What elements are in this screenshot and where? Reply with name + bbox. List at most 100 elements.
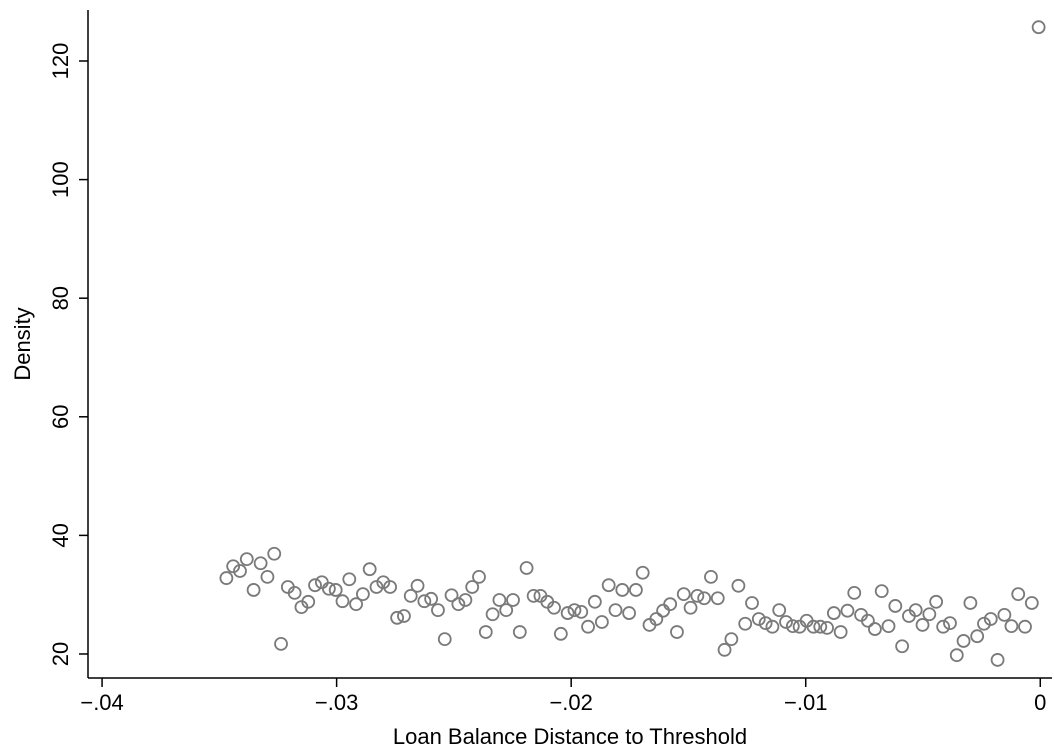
point xyxy=(506,593,520,607)
point xyxy=(376,575,391,590)
point xyxy=(553,626,568,641)
point xyxy=(820,620,834,635)
point xyxy=(615,583,630,597)
point xyxy=(403,588,418,603)
point xyxy=(833,625,848,639)
point xyxy=(676,587,691,601)
point xyxy=(826,606,841,620)
x-tick-label: −.03 xyxy=(315,690,358,715)
point xyxy=(321,581,336,596)
point xyxy=(656,603,671,618)
y-tick-label: 120 xyxy=(48,43,73,80)
point xyxy=(895,639,910,654)
x-tick-label: −.04 xyxy=(80,690,123,715)
point xyxy=(239,552,254,567)
point xyxy=(485,607,500,622)
point xyxy=(915,618,930,632)
point xyxy=(328,583,343,597)
point xyxy=(765,619,780,634)
point xyxy=(274,637,288,651)
point xyxy=(1018,619,1032,634)
point xyxy=(751,612,766,626)
point xyxy=(349,597,363,612)
point xyxy=(581,619,595,634)
point xyxy=(990,653,1005,667)
point xyxy=(629,583,643,597)
point xyxy=(335,594,350,609)
point xyxy=(970,629,985,644)
point xyxy=(472,569,486,584)
point xyxy=(355,587,370,601)
point xyxy=(1031,20,1046,35)
point xyxy=(567,603,582,618)
point xyxy=(977,616,991,631)
point xyxy=(949,648,964,663)
point xyxy=(983,612,998,626)
point xyxy=(731,578,746,593)
point xyxy=(369,580,384,594)
point xyxy=(649,612,664,626)
point xyxy=(963,596,978,610)
point xyxy=(512,625,527,639)
point xyxy=(1024,596,1039,610)
point xyxy=(922,607,937,622)
point xyxy=(601,578,616,593)
point xyxy=(424,591,439,606)
point xyxy=(267,546,282,561)
point xyxy=(499,603,514,618)
point xyxy=(260,569,275,584)
point xyxy=(417,594,432,609)
y-tick-label: 20 xyxy=(48,642,73,666)
point xyxy=(492,593,507,607)
point xyxy=(574,604,589,619)
point xyxy=(226,559,241,574)
point xyxy=(519,561,534,575)
point xyxy=(813,619,828,634)
point xyxy=(287,586,302,600)
point xyxy=(943,616,957,631)
y-tick-label: 40 xyxy=(48,523,73,547)
point xyxy=(437,632,452,647)
point xyxy=(779,615,793,629)
point xyxy=(560,606,575,620)
point xyxy=(785,619,800,634)
point xyxy=(383,580,398,594)
point xyxy=(465,580,480,594)
x-axis-title: Loan Balance Distance to Threshold xyxy=(393,724,747,749)
point xyxy=(608,603,623,618)
x-tick-label: 0 xyxy=(1034,690,1046,715)
point xyxy=(663,597,678,612)
point xyxy=(458,593,473,607)
point xyxy=(390,610,405,625)
point xyxy=(840,603,855,618)
point xyxy=(806,619,821,634)
point xyxy=(772,603,787,618)
point xyxy=(301,594,316,609)
point xyxy=(397,609,411,623)
x-tick-label: −.01 xyxy=(784,690,827,715)
point xyxy=(936,619,951,634)
point xyxy=(704,569,718,584)
point xyxy=(956,634,971,648)
point xyxy=(724,632,739,647)
point xyxy=(888,599,903,613)
point xyxy=(410,578,425,593)
point xyxy=(881,619,896,634)
point xyxy=(587,594,602,609)
point xyxy=(758,616,773,631)
point xyxy=(526,588,541,603)
point xyxy=(710,591,725,606)
point xyxy=(690,588,705,603)
point xyxy=(1011,587,1026,601)
point xyxy=(478,625,493,639)
point xyxy=(219,571,234,585)
point xyxy=(362,562,377,577)
point xyxy=(670,625,684,639)
point xyxy=(717,642,732,657)
point xyxy=(547,600,561,615)
point xyxy=(233,564,247,578)
point xyxy=(635,565,650,580)
point xyxy=(253,556,268,571)
x-tick-label: −.02 xyxy=(549,690,592,715)
point xyxy=(738,616,753,631)
